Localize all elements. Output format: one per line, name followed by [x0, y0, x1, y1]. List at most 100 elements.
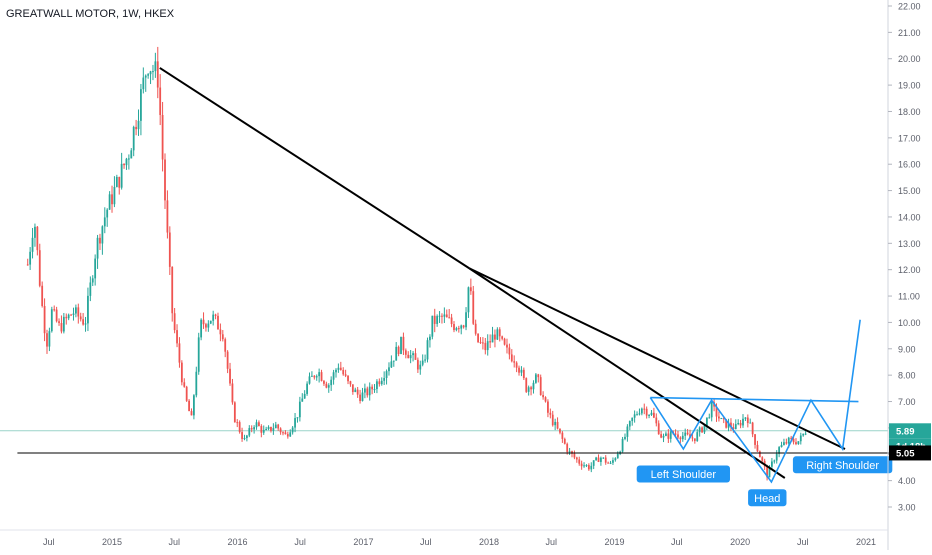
x-tick-label: 2015 [102, 537, 122, 547]
candle [795, 438, 797, 446]
candle [587, 463, 590, 471]
candle [89, 276, 92, 302]
candle [501, 335, 504, 341]
y-tick-label: 20.00 [898, 54, 921, 64]
candle [455, 326, 458, 332]
candle [159, 74, 162, 126]
candle [301, 393, 304, 402]
candle [657, 420, 660, 435]
candle [780, 441, 783, 448]
candle [602, 457, 605, 459]
trend-line[interactable] [468, 267, 846, 450]
candle [67, 313, 70, 321]
x-tick-label: Jul [797, 537, 809, 547]
candle [390, 355, 393, 369]
candle [638, 408, 641, 416]
candle [708, 413, 711, 419]
candle [236, 419, 239, 428]
candle [217, 312, 219, 330]
candle [718, 411, 720, 422]
candle [255, 419, 258, 430]
candle [34, 223, 36, 247]
candle [720, 417, 723, 420]
candle [645, 406, 648, 419]
candle [108, 191, 111, 210]
candle [701, 426, 703, 434]
candle [91, 275, 94, 287]
candle [65, 313, 68, 325]
candle [221, 330, 224, 342]
candle [113, 176, 116, 208]
candle [600, 456, 602, 466]
candle [332, 369, 335, 385]
candle [508, 343, 511, 360]
pattern-label[interactable]: Right Shoulder [792, 456, 893, 474]
x-tick-label: 2019 [605, 537, 625, 547]
candle [36, 226, 39, 256]
candle [421, 354, 424, 367]
candle [547, 399, 549, 418]
x-tick-label: Jul [294, 537, 306, 547]
trend-line[interactable] [468, 267, 786, 479]
annotations: Left Shoulder Head Right Shoulder [636, 456, 893, 507]
neckline[interactable] [650, 396, 859, 403]
candle [465, 307, 467, 331]
y-tick-label: 19.00 [898, 81, 921, 91]
candle [101, 225, 104, 255]
candle [168, 226, 171, 275]
candle [737, 419, 740, 426]
y-tick-label: 11.00 [898, 292, 920, 302]
pattern-label[interactable]: Left Shoulder [636, 465, 730, 483]
trend-line[interactable] [159, 67, 470, 270]
support-price-badge: 5.05 [889, 445, 931, 461]
candle [130, 148, 133, 159]
candle [438, 311, 441, 323]
candle [193, 394, 195, 420]
candle [450, 313, 453, 328]
candle [356, 386, 359, 398]
candle [308, 372, 311, 385]
candle [457, 325, 460, 333]
candlesticks [26, 46, 807, 481]
candle [262, 425, 265, 435]
candle [409, 349, 412, 364]
candle [407, 351, 410, 359]
candle [282, 431, 284, 436]
candle [38, 243, 41, 288]
candle [72, 307, 75, 321]
x-tick-label: Jul [546, 537, 558, 547]
candle [164, 153, 166, 209]
candle [209, 320, 212, 325]
candle [628, 420, 631, 431]
candle [392, 360, 395, 367]
candle [537, 373, 540, 383]
candle [551, 410, 554, 427]
candle [188, 399, 190, 412]
candle [402, 332, 405, 355]
candle [144, 74, 147, 92]
candle [272, 423, 275, 435]
y-tick-label: 15.00 [898, 186, 921, 196]
candle [41, 281, 44, 308]
candle [532, 380, 535, 394]
candle [311, 371, 313, 377]
candle [197, 332, 200, 375]
head-shoulders-pattern[interactable] [649, 319, 861, 484]
candle [94, 254, 97, 286]
candle [527, 385, 530, 396]
candle [556, 417, 559, 430]
candle [530, 385, 532, 396]
candle [667, 429, 670, 443]
pattern-label[interactable]: Head [748, 489, 787, 507]
candle [510, 349, 513, 363]
candle [573, 450, 576, 460]
candle [296, 417, 299, 423]
candle [621, 436, 624, 453]
candle [496, 327, 499, 341]
candle [469, 278, 472, 295]
candle [460, 324, 463, 335]
candle [561, 431, 564, 443]
candle [284, 430, 287, 435]
